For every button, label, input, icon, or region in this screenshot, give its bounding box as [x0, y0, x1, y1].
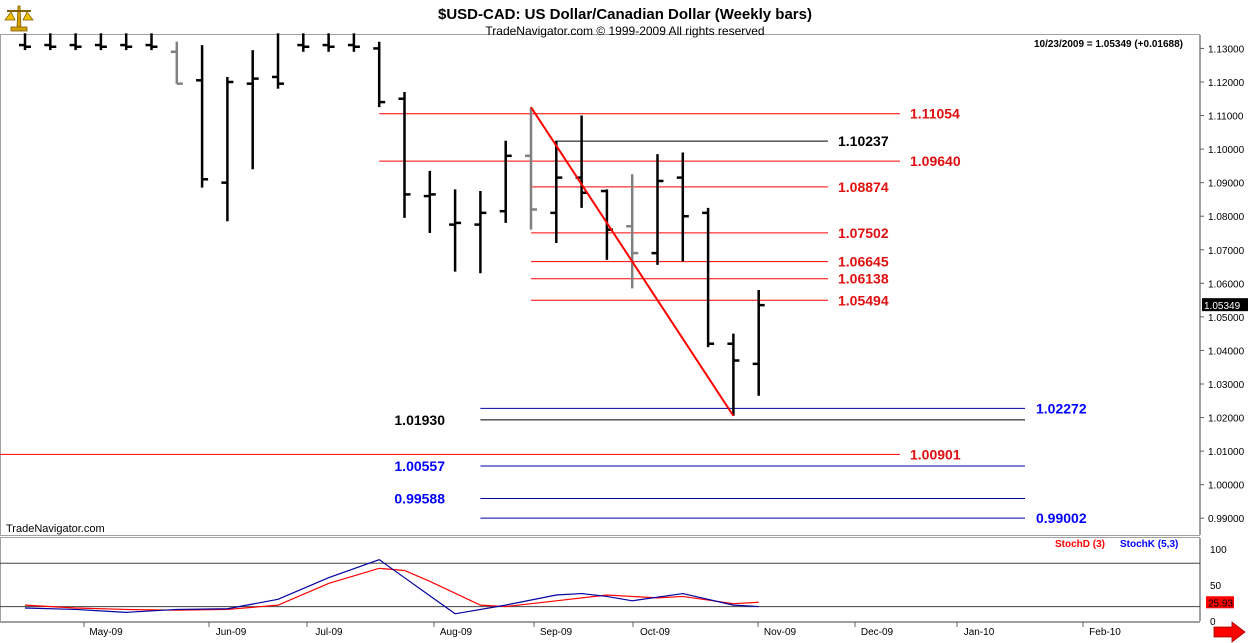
price-bar [69, 33, 82, 51]
date-tick-label: Jan-10 [964, 627, 995, 638]
level-label: 1.09640 [910, 153, 961, 169]
last-price-marker: 1.05349 [1202, 298, 1248, 312]
date-tick-label: Aug-09 [440, 627, 473, 638]
price-bar [246, 50, 259, 170]
price-bar [94, 33, 107, 51]
date-tick-label: Dec-09 [861, 627, 894, 638]
level-label: 1.02272 [1036, 400, 1087, 416]
price-bar [221, 76, 234, 222]
right-arrow-icon[interactable] [1213, 621, 1246, 643]
date-tick-label: Oct-09 [640, 627, 670, 638]
date-tick-label: Sep-09 [540, 627, 573, 638]
level-label: 1.06138 [838, 271, 889, 287]
stochastic-y-axis: 100 50 0 25.93 [0, 538, 1234, 628]
trend-line [530, 106, 735, 417]
price-bar [651, 154, 664, 265]
price-bar [474, 191, 487, 274]
level-label: 1.08874 [838, 179, 889, 195]
price-tick-label: 1.04000 [1208, 346, 1245, 357]
legend-stochk: StochK (5,3) [1120, 539, 1178, 550]
price-bar [423, 170, 436, 233]
ohlc-bars [19, 33, 765, 416]
price-tick-label: 1.13000 [1208, 44, 1245, 55]
price-bar [752, 290, 765, 396]
price-bar [727, 333, 740, 416]
price-bar [676, 152, 689, 262]
price-bar [297, 33, 310, 52]
level-label: 0.99002 [1036, 510, 1087, 526]
price-bar [145, 33, 158, 51]
price-tick-label: 0.99000 [1208, 514, 1245, 525]
price-y-axis: 1.13000 1.12000 1.11000 1.10000 1.09000 1.080… [1200, 35, 1245, 535]
price-bar [550, 140, 563, 244]
price-bar [170, 41, 183, 85]
stoch-tick-label: 50 [1210, 581, 1222, 592]
price-bar [702, 207, 715, 348]
price-bar [44, 33, 57, 51]
date-tick-label: Jul-09 [315, 627, 343, 638]
price-tick-label: 1.09000 [1208, 179, 1245, 190]
price-tick-label: 1.01000 [1208, 447, 1245, 458]
level-label: 1.10237 [838, 133, 889, 149]
scales-icon [3, 3, 34, 33]
price-tick-label: 1.02000 [1208, 414, 1245, 425]
price-tick-label: 1.00000 [1208, 481, 1245, 492]
price-tick-label: 1.12000 [1208, 78, 1245, 89]
last-price-label: 1.05349 [1204, 301, 1241, 312]
price-bar [626, 174, 639, 289]
stoch-series-line [24, 558, 759, 615]
stochastic-panel-frame [0, 537, 1200, 622]
stoch-last-box [1206, 596, 1234, 609]
price-panel-frame [0, 34, 1200, 536]
trend-line-group [530, 106, 735, 417]
level-label: 0.99588 [394, 490, 445, 506]
legend-stochd: StochD (3) [1055, 539, 1105, 550]
price-bar [120, 33, 133, 51]
chart-subtitle: TradeNavigator.com © 1999-2009 All right… [485, 24, 764, 38]
last-price-box [1202, 298, 1248, 312]
watermark-text: TradeNavigator.com [6, 523, 105, 535]
date-tick-label: May-09 [89, 627, 123, 638]
stoch-last-label: 25.93 [1208, 598, 1233, 609]
price-tick-label: 1.06000 [1208, 279, 1245, 290]
level-label: 1.01930 [394, 412, 445, 428]
price-bar [398, 92, 411, 218]
price-bar [449, 189, 462, 272]
fib-levels: 1.11054 1.10237 1.09640 1.08874 1.07502 1.066… [0, 106, 1087, 526]
date-tick-label: Nov-09 [764, 627, 797, 638]
price-bar [373, 41, 386, 108]
level-label: 1.07502 [838, 225, 889, 241]
price-tick-label: 1.08000 [1208, 212, 1245, 223]
price-bar [196, 45, 209, 188]
price-bar [272, 33, 284, 89]
chart-title: $USD-CAD: US Dollar/Canadian Dollar (Wee… [438, 6, 812, 23]
level-label: 1.11054 [910, 106, 960, 122]
date-tick-label: Feb-10 [1089, 627, 1121, 638]
stochastic-lines [24, 558, 759, 615]
price-tick-label: 1.05000 [1208, 313, 1245, 324]
level-label: 1.06645 [838, 254, 889, 270]
stoch-tick-label: 100 [1210, 545, 1227, 556]
price-tick-label: 1.03000 [1208, 380, 1245, 391]
date-tick-label: Jun-09 [216, 627, 247, 638]
price-readout: 10/23/2009 = 1.05349 (+0.01688) [1034, 39, 1183, 50]
price-bar [322, 33, 335, 52]
date-x-axis: May-09 Jun-09 Jul-09 Aug-09 Sep-09 Oct-09 Nov-… [83, 622, 1121, 638]
price-bar [499, 140, 512, 223]
stoch-tick-label: 0 [1210, 617, 1216, 628]
price-tick-label: 1.07000 [1208, 246, 1245, 257]
price-bar [347, 33, 360, 52]
price-tick-label: 1.10000 [1208, 145, 1245, 156]
price-tick-label: 1.11000 [1208, 112, 1244, 123]
level-label: 1.05494 [838, 292, 889, 308]
price-bar [19, 33, 31, 51]
price-bar [525, 107, 537, 230]
level-label: 1.00901 [910, 446, 961, 462]
level-label: 1.00557 [394, 458, 445, 474]
